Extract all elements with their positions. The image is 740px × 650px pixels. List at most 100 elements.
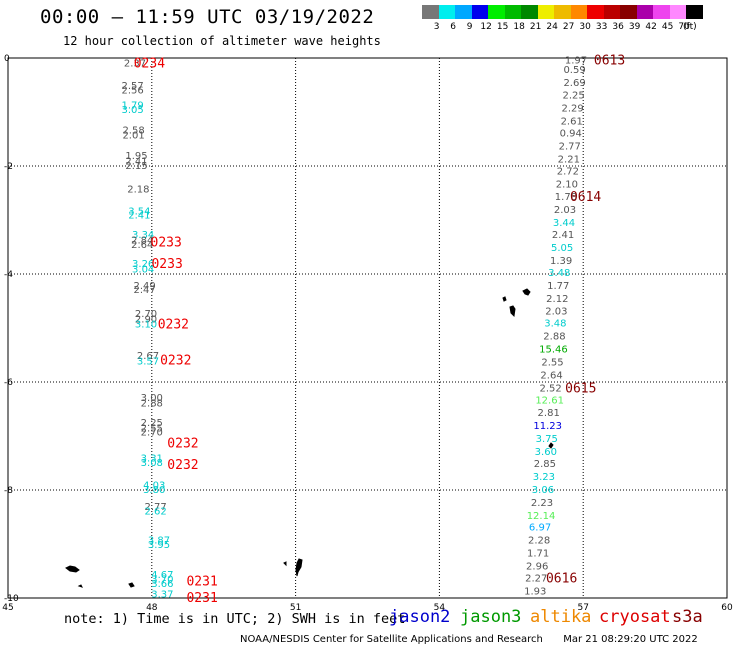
colorbar-swatch: [603, 5, 620, 19]
swh-value-label: 3.44: [553, 218, 575, 229]
pass-time-label: 0232: [158, 318, 189, 333]
map-frame: [7, 57, 728, 599]
colorbar-swatch: [422, 5, 439, 19]
swh-value-label: 2.69: [563, 78, 585, 89]
swh-value-label: 2.64: [540, 370, 562, 381]
island-shape: [509, 305, 516, 318]
colorbar-label: 24: [546, 22, 558, 32]
colorbar-label: 3: [433, 22, 440, 32]
swh-value-label: 1.78: [555, 192, 577, 203]
swh-value-label: 2.81: [538, 408, 560, 419]
pass-time-label: 0613: [594, 54, 625, 69]
colorbar-label: 33: [595, 22, 608, 32]
swh-value-label: 3.48: [544, 319, 566, 330]
credits: NOAA/NESDIS Center for Satellite Applica…: [240, 634, 698, 645]
swh-value-label: 2.96: [526, 562, 548, 573]
swh-value-label: 3.00: [141, 393, 163, 404]
swh-value-label: 12.14: [527, 511, 556, 522]
island-shape: [295, 558, 303, 577]
swh-value-label: 3.06: [532, 485, 554, 496]
y-tick-label: 0: [4, 54, 10, 64]
island-shape: [283, 561, 287, 567]
swh-value-label: 2.03: [545, 307, 567, 318]
swh-value-label: 2.41: [552, 230, 574, 241]
x-tick-label: 54: [434, 603, 446, 613]
swh-value-label: 2.52: [539, 383, 561, 394]
colorbar-label: (ft): [683, 22, 697, 32]
swh-value-label: 3.57: [137, 356, 159, 367]
legend-item-cryosat: cryosat: [599, 607, 671, 627]
swh-value-label: 3.08: [141, 458, 163, 469]
pass-time-label: 0233: [151, 257, 182, 272]
swh-value-label: 2.85: [534, 459, 556, 470]
swh-value-label: 3.04: [132, 265, 154, 276]
colorbar-label: 39: [628, 22, 641, 32]
island-shape: [77, 584, 83, 588]
colorbar-swatch: [521, 5, 538, 19]
swh-value-label: 2.88: [543, 332, 565, 343]
colorbar-label: 30: [579, 22, 591, 32]
swh-value-label: 1.95: [125, 151, 147, 162]
y-tick-label: -4: [4, 270, 13, 280]
swh-value-label: 2.70: [135, 309, 157, 320]
colorbar-label: 27: [562, 22, 575, 32]
island-shape: [548, 442, 554, 449]
swh-value-label: 2.27: [525, 573, 547, 584]
x-tick-label: 48: [146, 603, 158, 613]
y-tick-label: -6: [4, 378, 13, 388]
page-title: 00:00 – 11:59 UTC 03/19/2022: [40, 6, 375, 28]
swh-value-label: 2.41: [128, 211, 150, 222]
swh-value-label: 3.31: [141, 454, 163, 465]
generated-timestamp: Mar 21 08:29:20 UTC 2022: [563, 634, 698, 645]
pass-time-label: 0614: [570, 190, 601, 205]
y-tick-label: -2: [4, 162, 13, 172]
swh-value-label: 2.25: [141, 418, 163, 429]
island-shape: [65, 565, 80, 573]
x-tick-label: 60: [721, 603, 733, 613]
x-tick-label: 45: [2, 603, 13, 613]
swh-value-label: 2.61: [561, 117, 583, 128]
swh-value-label: 3.80: [143, 485, 165, 496]
pass-time-label: 0232: [167, 458, 198, 473]
swh-value-label: 3.37: [151, 590, 173, 601]
swh-value-label: 2.77: [145, 502, 167, 513]
swh-value-label: 2.70: [141, 428, 163, 439]
swh-value-label: 3.23: [533, 472, 555, 483]
swh-value-label: 3.26: [132, 259, 154, 270]
swh-value-label: 2.72: [557, 166, 579, 177]
legend-item-altika: altika: [530, 607, 592, 627]
swh-value-label: 2.28: [528, 536, 550, 547]
swh-value-label: 2.12: [546, 294, 568, 305]
y-tick-label: -8: [4, 486, 13, 496]
swh-value-label: 2.56: [121, 85, 143, 96]
pass-time-label: 0231: [186, 575, 217, 590]
pass-time-label: 0616: [546, 571, 577, 586]
swh-value-label: 1.39: [550, 256, 572, 267]
swh-value-label: 2.49: [133, 281, 155, 292]
swh-value-label: 2.57: [121, 81, 143, 92]
colorbar-label: 12: [480, 22, 492, 32]
swh-value-label: 2.03: [554, 205, 576, 216]
swh-value-label: 1.77: [547, 281, 569, 292]
swh-value-label: 15.46: [539, 345, 568, 356]
swh-value-label: 6.97: [529, 523, 551, 534]
swh-value-label: 3.95: [148, 540, 170, 551]
pass-time-label: 0233: [151, 236, 182, 251]
swh-value-label: 3.75: [536, 434, 558, 445]
swh-value-label: 2.10: [556, 179, 578, 190]
colorbar-label: 15: [496, 22, 509, 32]
swh-value-label: 2.21: [558, 154, 580, 165]
swh-value-label: 0.94: [560, 129, 582, 140]
swh-value-label: 4.03: [143, 481, 165, 492]
swh-value-label: 2.18: [127, 185, 149, 196]
swh-value-label: 2.77: [559, 141, 581, 152]
colorbar: [422, 5, 703, 19]
colorbar-swatch: [620, 5, 637, 19]
colorbar-swatch: [438, 5, 455, 19]
legend-item-s3a: s3a: [672, 607, 703, 627]
legend-item-jason3: jason3: [460, 607, 522, 627]
colorbar-label: 36: [612, 22, 624, 32]
legend-item-jason2: jason2: [389, 607, 451, 627]
swh-value-label: 2.25: [562, 91, 584, 102]
swh-value-label: 2.29: [562, 104, 584, 115]
